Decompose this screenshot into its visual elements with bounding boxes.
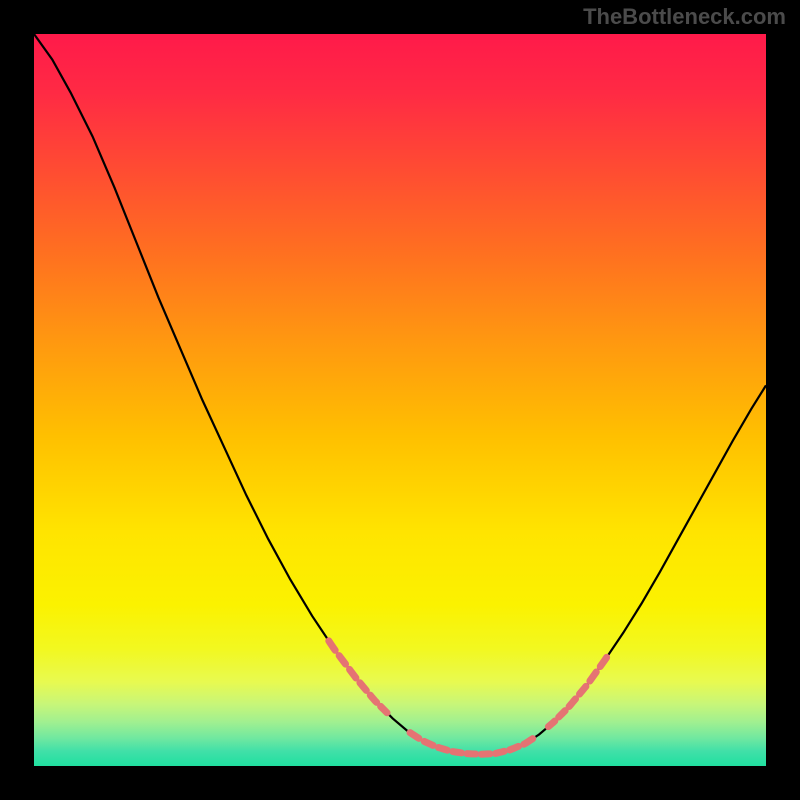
highlight-dash — [370, 695, 376, 702]
highlight-dash — [579, 686, 585, 694]
attribution-text: TheBottleneck.com — [583, 4, 786, 30]
highlight-dash — [438, 748, 447, 751]
highlight-dash — [600, 657, 606, 666]
highlight-dash — [510, 746, 519, 750]
highlight-dash — [339, 656, 345, 665]
bottleneck-curve-svg — [34, 34, 766, 766]
highlight-dash — [329, 641, 335, 650]
highlight-dash — [350, 669, 356, 678]
bottleneck-curve — [34, 34, 766, 754]
highlight-dashes-group — [329, 641, 607, 754]
chart-frame: TheBottleneck.com — [0, 0, 800, 800]
highlight-dash — [381, 706, 387, 712]
highlight-dash — [569, 699, 575, 707]
plot-area — [34, 34, 766, 766]
highlight-dash — [410, 733, 419, 739]
highlight-dash — [559, 711, 565, 717]
highlight-dash — [548, 721, 554, 727]
highlight-dash — [360, 683, 366, 691]
highlight-dash — [524, 739, 533, 745]
highlight-dash — [453, 752, 462, 753]
highlight-dash — [424, 741, 433, 745]
highlight-dash — [590, 672, 596, 681]
highlight-dash — [495, 751, 504, 753]
